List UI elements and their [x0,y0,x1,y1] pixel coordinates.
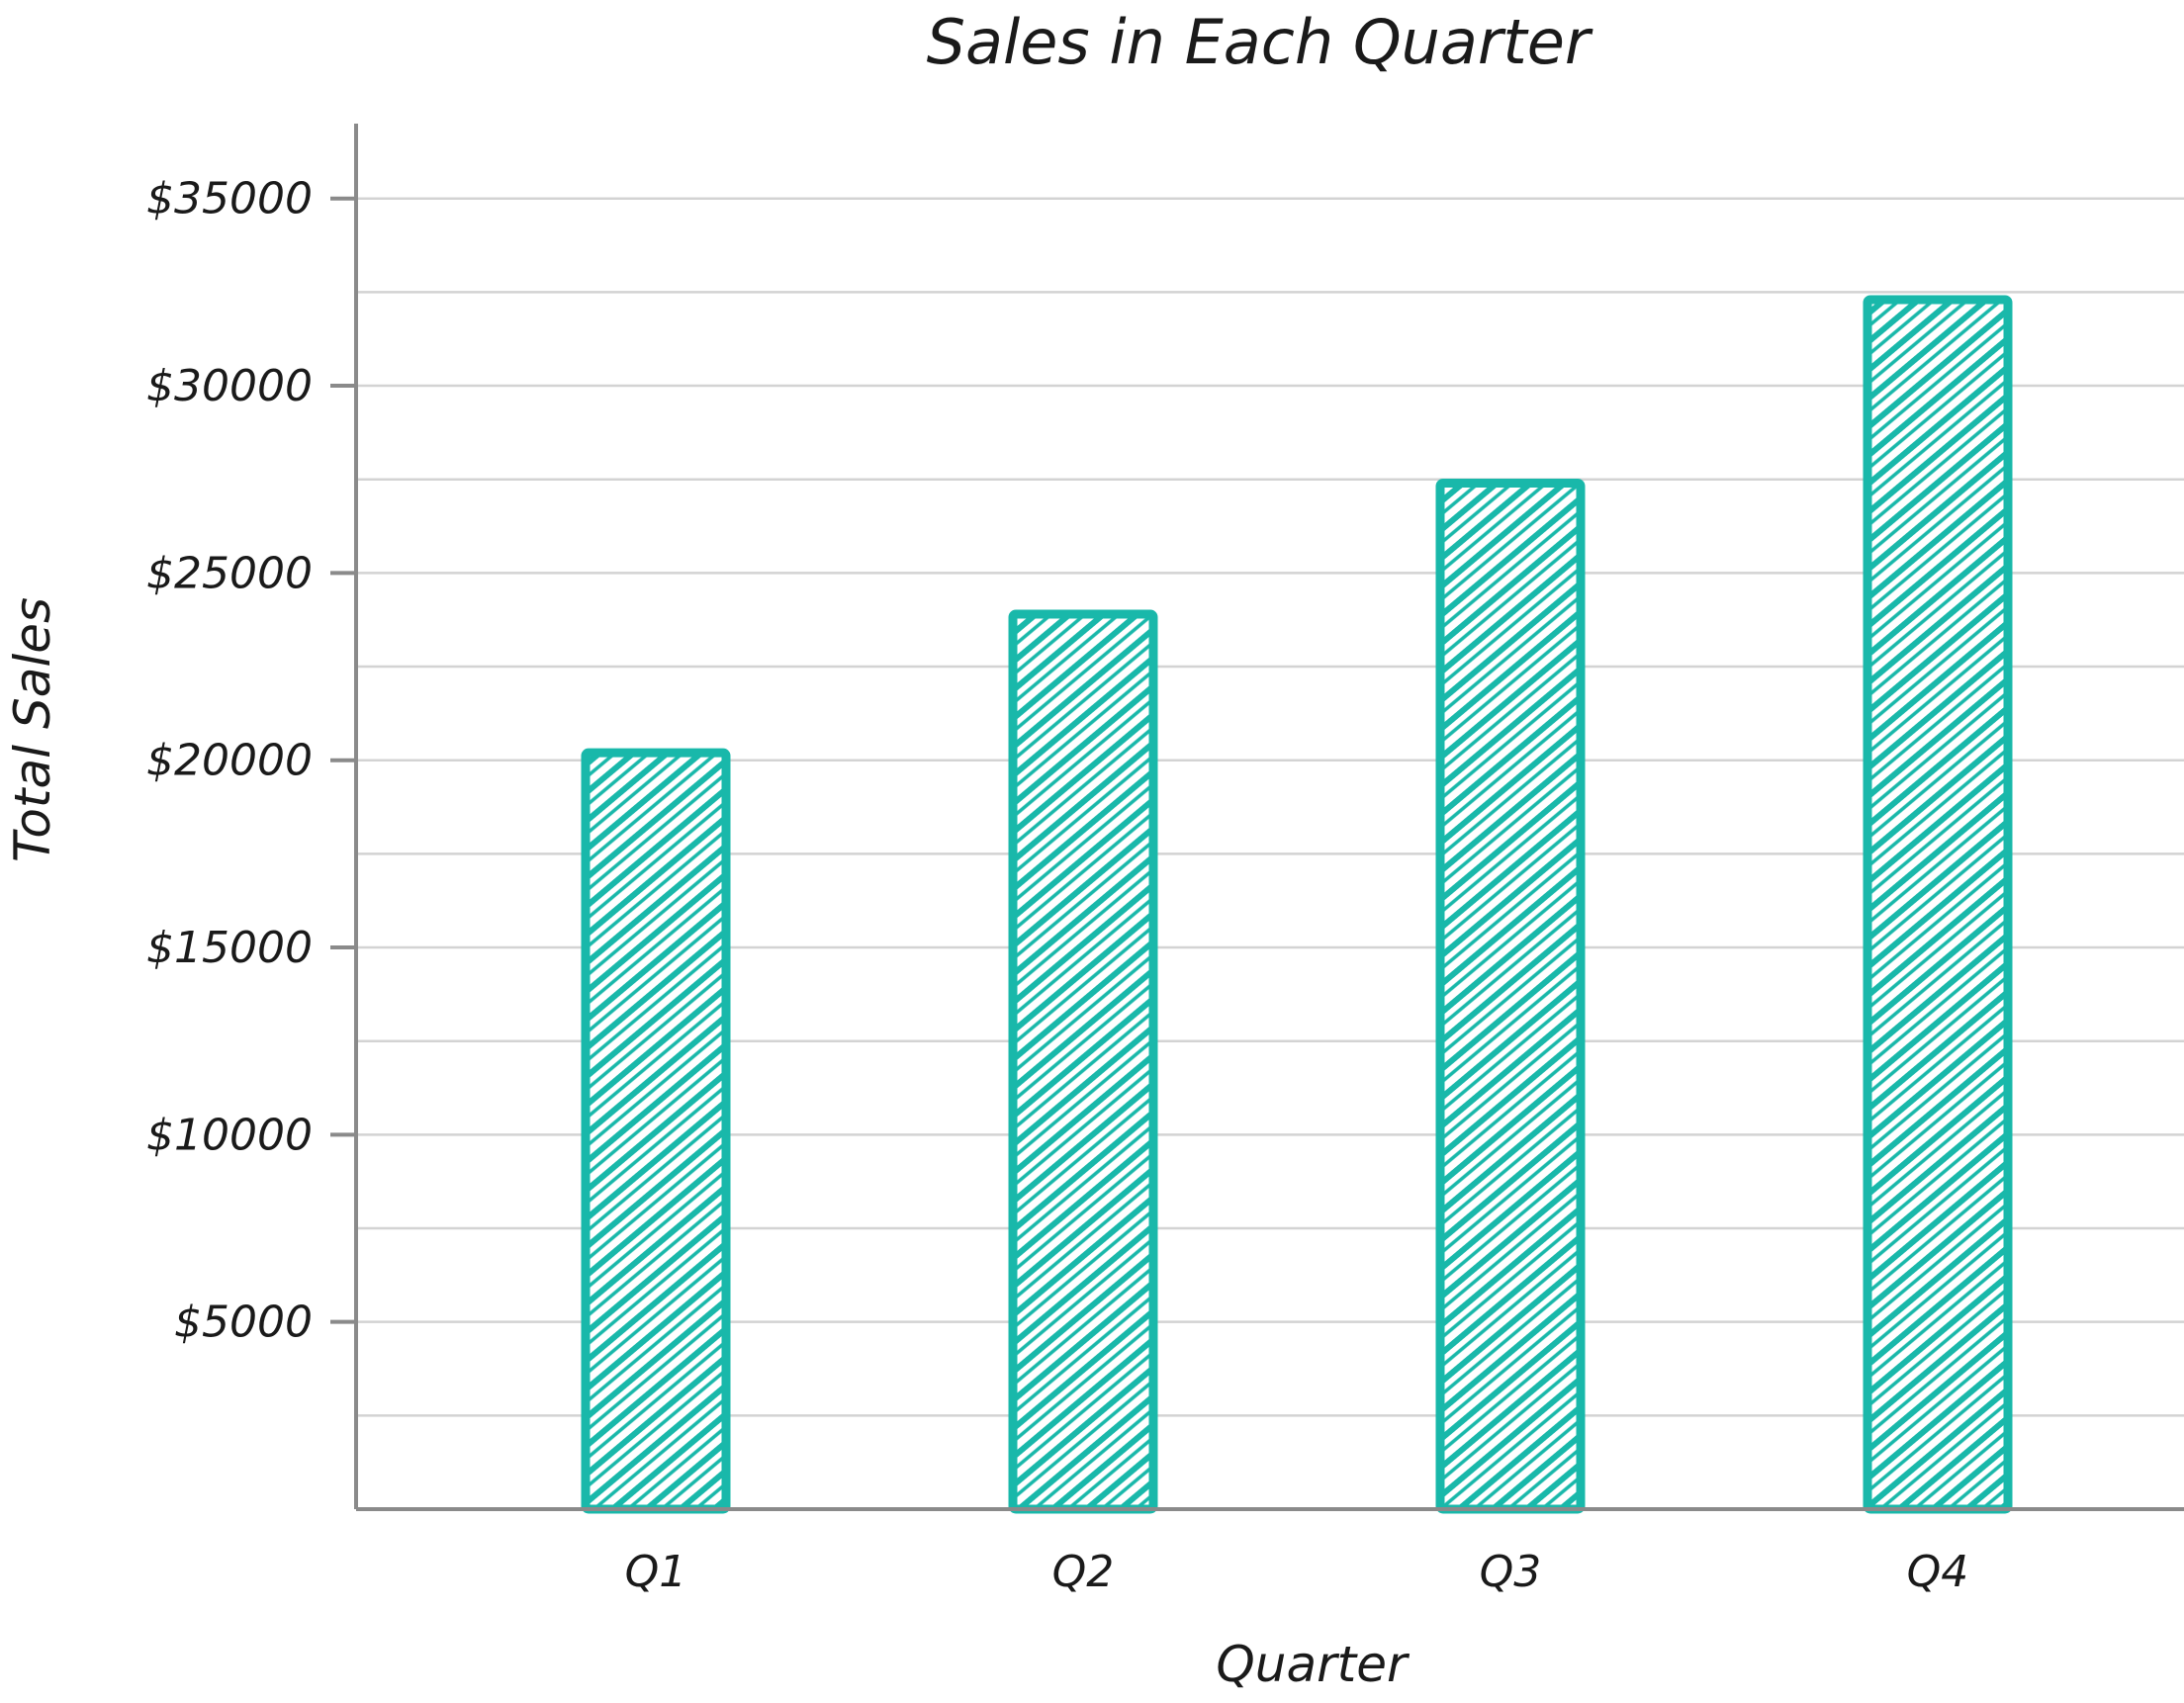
y-tick-label: $5000 [174,1298,313,1348]
y-tick-label: $20000 [146,736,313,786]
x-tick-label: Q2 [1052,1547,1115,1597]
y-tick-label: $15000 [146,923,313,973]
x-axis-title: Quarter [1216,1636,1410,1693]
bar-q1 [581,748,731,1514]
bar-q4 [1863,295,2013,1514]
y-tick-label: $25000 [146,548,313,598]
bars [581,295,2013,1514]
y-axis-ticks: $5000 $10000 $15000 $20000 $25000 $30000 $3500… [146,174,356,1348]
bar-q3 [1435,479,1586,1514]
bar-q2 [1008,609,1158,1514]
x-axis-ticks: Q1 Q2 Q3 Q4 [625,1547,1969,1597]
x-tick-label: Q1 [625,1547,687,1597]
x-tick-label: Q4 [1907,1547,1969,1597]
x-tick-label: Q3 [1480,1547,1542,1597]
chart-title: Sales in Each Quarter [927,6,1593,78]
y-tick-label: $35000 [146,174,313,224]
y-tick-label: $10000 [146,1110,313,1160]
y-tick-label: $30000 [146,361,313,411]
axes [354,124,2184,1511]
y-axis-title: Total Sales [4,597,61,862]
